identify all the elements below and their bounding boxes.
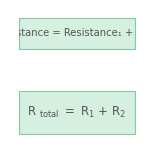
FancyBboxPatch shape bbox=[19, 91, 135, 134]
FancyBboxPatch shape bbox=[19, 18, 135, 49]
Text: stance = Resistance₁ + Resistance₂: stance = Resistance₁ + Resistance₂ bbox=[16, 28, 150, 38]
Text: $\mathregular{R}$ $_{\mathregular{total}}$ $=$ $\mathregular{R_1}$ $+$ $\mathreg: $\mathregular{R}$ $_{\mathregular{total}… bbox=[27, 105, 126, 120]
